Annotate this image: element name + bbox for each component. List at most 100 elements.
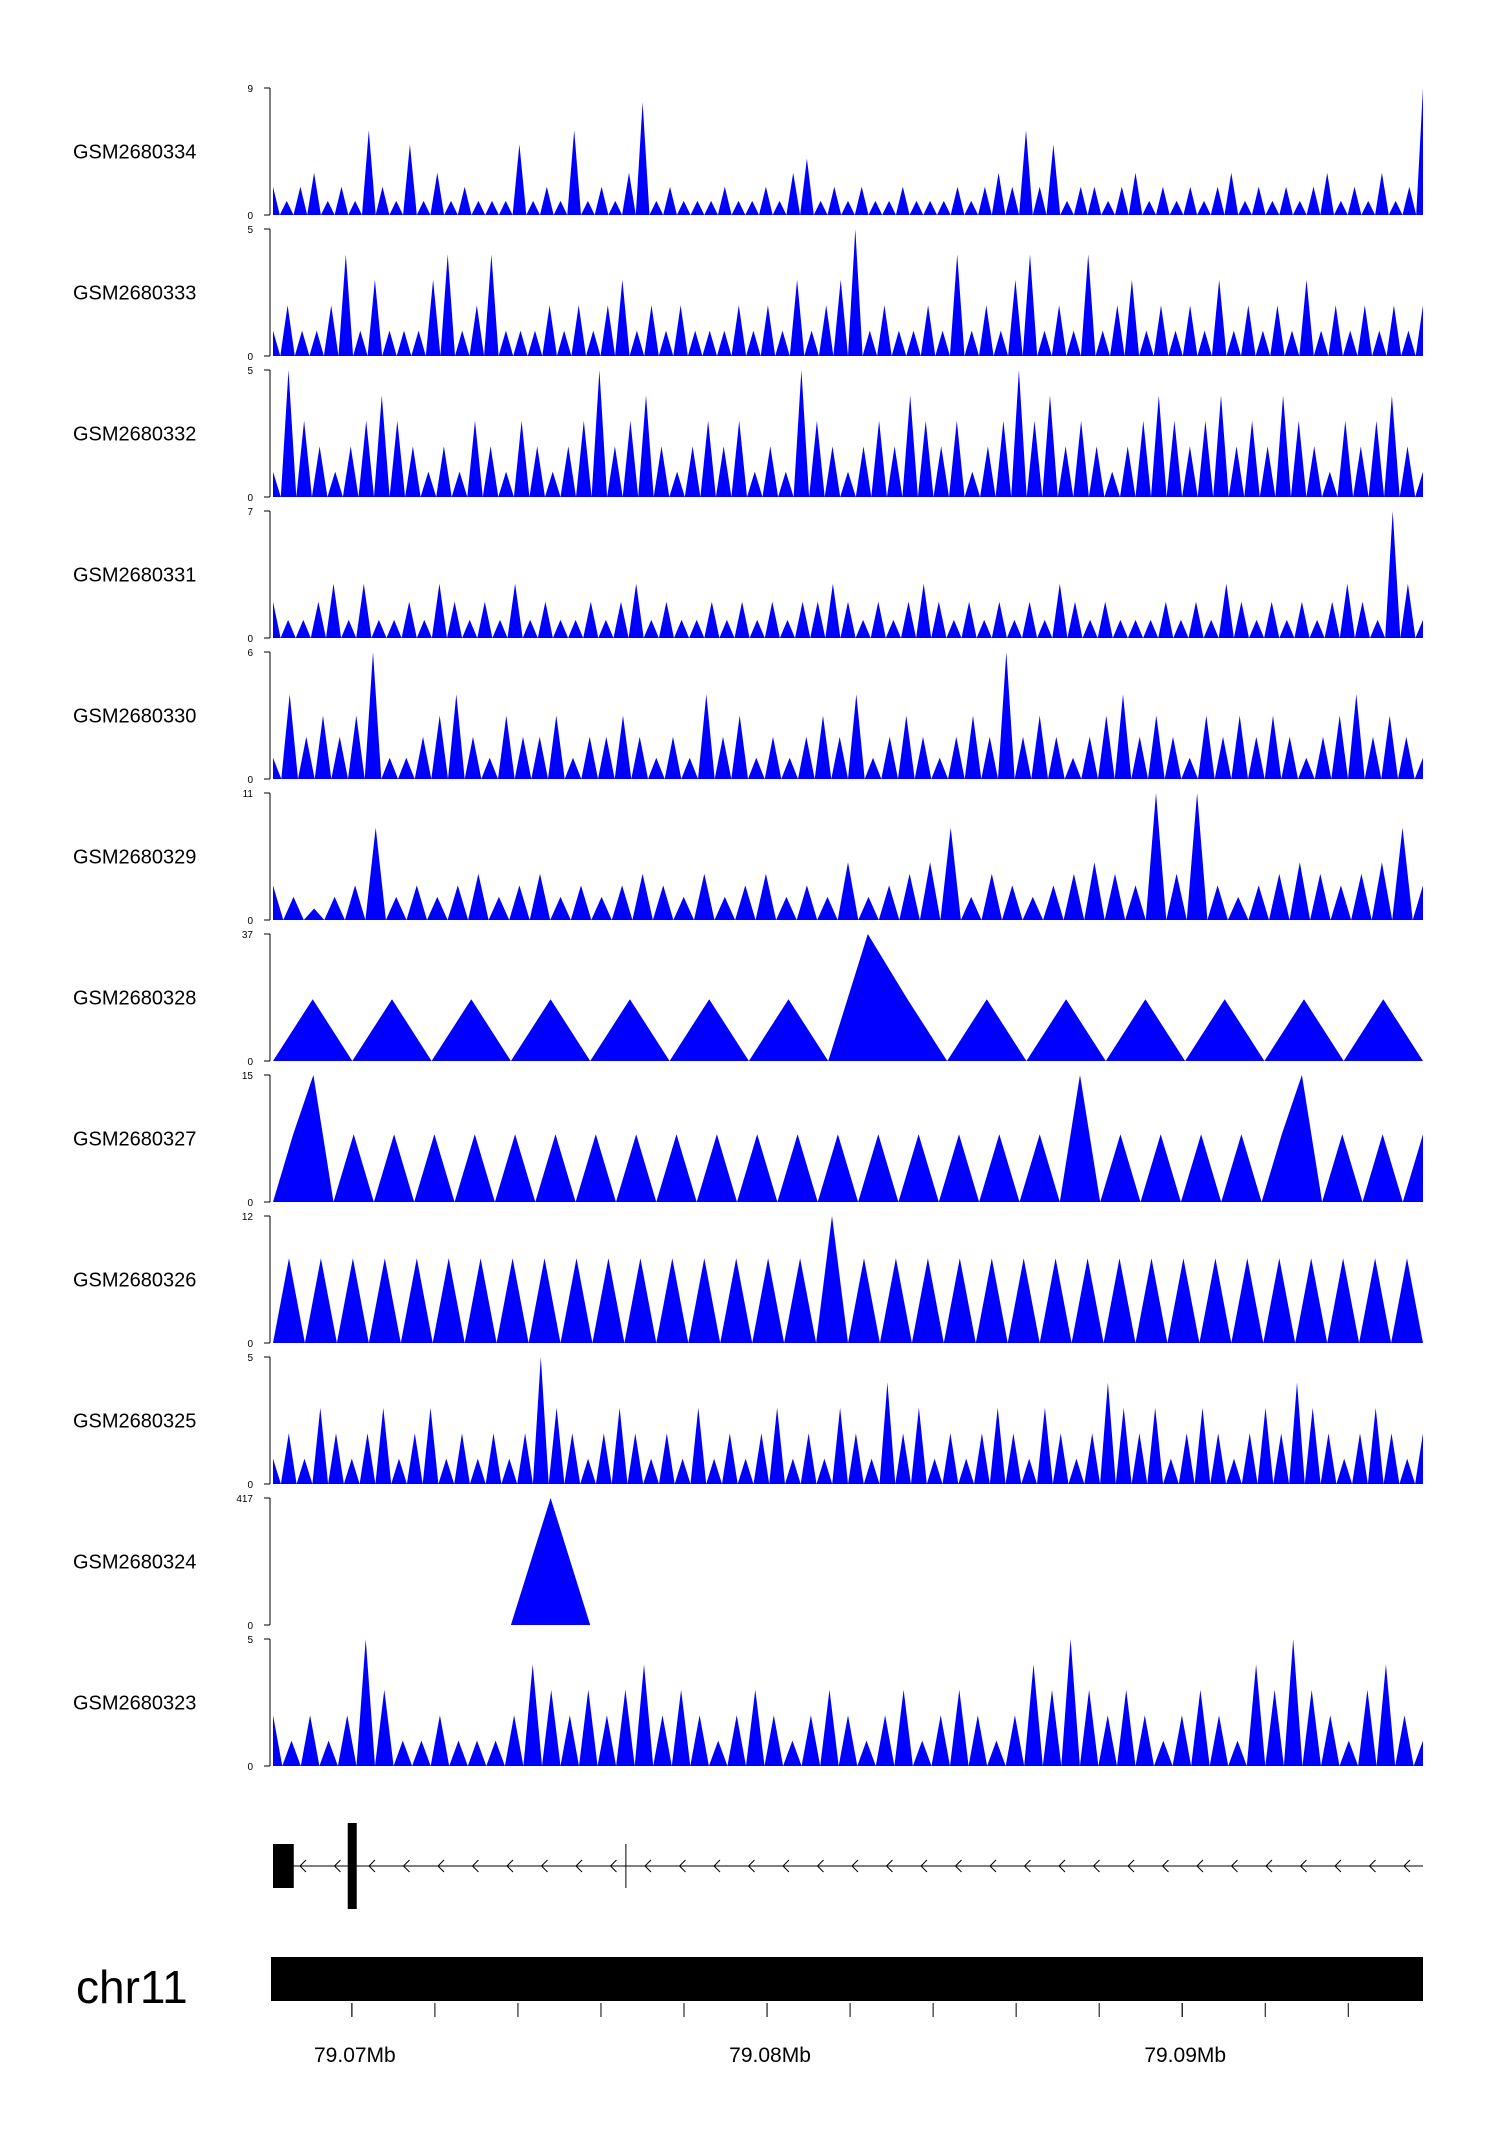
track-label: GSM2680334 (73, 142, 196, 164)
strand-arrow (954, 1859, 962, 1873)
strand-arrow (540, 1859, 548, 1873)
genomic-axis: 79.07Mb 79.08Mb 79.09Mb (314, 2003, 1349, 2067)
track-label: GSM2680329 (73, 847, 196, 869)
coverage-area (273, 88, 1423, 215)
gene-exon (273, 1844, 294, 1888)
track-label: GSM2680331 (73, 565, 196, 587)
y-tick-zero-label: 0 (247, 916, 253, 927)
strand-arrow (1230, 1859, 1238, 1873)
strand-arrow (920, 1859, 928, 1873)
gene-exon (347, 1823, 357, 1909)
coverage-area (273, 229, 1423, 356)
chromosome-bar (271, 1957, 1423, 2001)
track-GSM2680325: 5 0 GSM2680325 (73, 1353, 1423, 1491)
y-tick-max-label: 417 (236, 1494, 253, 1505)
coverage-area (273, 370, 1423, 497)
strand-arrow (575, 1859, 583, 1873)
coverage-area (273, 1639, 1423, 1766)
track-label: GSM2680325 (73, 1411, 196, 1433)
y-tick-zero-label: 0 (247, 493, 253, 504)
strand-arrow (1403, 1859, 1411, 1873)
strand-arrow (333, 1859, 341, 1873)
strand-arrow (1023, 1859, 1031, 1873)
strand-arrow (851, 1859, 859, 1873)
y-tick-max-label: 7 (247, 507, 253, 518)
x-tick-label: 79.09Mb (1144, 2044, 1226, 2067)
track-GSM2680328: 37 0 GSM2680328 (73, 930, 1423, 1068)
strand-arrow (1299, 1859, 1307, 1873)
y-tick-zero-label: 0 (247, 1198, 253, 1209)
coverage-area (273, 1216, 1423, 1343)
track-GSM2680333: 5 0 GSM2680333 (73, 225, 1423, 363)
y-tick-max-label: 5 (247, 1635, 253, 1646)
strand-arrow (678, 1859, 686, 1873)
strand-arrow (713, 1859, 721, 1873)
track-GSM2680326: 12 0 GSM2680326 (73, 1212, 1423, 1350)
x-tick-label: 79.08Mb (729, 2044, 811, 2067)
y-tick-max-label: 6 (247, 648, 253, 659)
chromosome-label: chr11 (76, 1961, 188, 2013)
y-tick-max-label: 5 (247, 225, 253, 236)
coverage-area (273, 1075, 1423, 1202)
strand-arrow (1092, 1859, 1100, 1873)
y-tick-max-label: 37 (242, 930, 254, 941)
coverage-area (273, 934, 1423, 1061)
strand-arrow (1334, 1859, 1342, 1873)
strand-arrow (1196, 1859, 1204, 1873)
track-label: GSM2680330 (73, 706, 196, 728)
strand-arrow (1161, 1859, 1169, 1873)
y-tick-zero-label: 0 (247, 1480, 253, 1491)
track-label: GSM2680328 (73, 988, 196, 1010)
strand-arrow (885, 1859, 893, 1873)
strand-arrow (816, 1859, 824, 1873)
track-label: GSM2680333 (73, 283, 196, 305)
track-GSM2680330: 6 0 GSM2680330 (73, 648, 1423, 786)
strand-arrow (782, 1859, 790, 1873)
y-tick-max-label: 11 (243, 789, 254, 800)
strand-arrow (1127, 1859, 1135, 1873)
strand-arrow (402, 1859, 410, 1873)
track-GSM2680332: 5 0 GSM2680332 (73, 366, 1423, 504)
y-tick-zero-label: 0 (247, 775, 253, 786)
coverage-area (273, 511, 1423, 638)
coverage-area (273, 1357, 1423, 1484)
strand-arrow (1058, 1859, 1066, 1873)
coverage-tracks: 9 0 GSM2680334 5 0 GSM2680333 5 0 GSM2680332 7 0 GS… (73, 84, 1423, 1773)
strand-arrow (1265, 1859, 1273, 1873)
track-GSM2680331: 7 0 GSM2680331 (73, 507, 1423, 645)
y-tick-zero-label: 0 (247, 634, 253, 645)
coverage-area (273, 1498, 1423, 1625)
x-tick-label: 79.07Mb (314, 2044, 396, 2067)
y-tick-zero-label: 0 (247, 211, 253, 222)
track-GSM2680324: 417 0 GSM2680324 (73, 1494, 1423, 1632)
chromosome-ideogram: chr11 (76, 1957, 1423, 2013)
y-tick-zero-label: 0 (247, 1339, 253, 1350)
y-tick-max-label: 15 (242, 1071, 254, 1082)
track-label: GSM2680327 (73, 1129, 196, 1151)
y-tick-zero-label: 0 (247, 352, 253, 363)
y-tick-max-label: 9 (247, 84, 253, 95)
coverage-area (273, 652, 1423, 779)
y-tick-zero-label: 0 (247, 1057, 253, 1068)
gene-model (273, 1823, 1423, 1909)
coverage-area (273, 793, 1423, 920)
strand-arrow (609, 1859, 617, 1873)
strand-arrow (299, 1859, 307, 1873)
strand-arrow (437, 1859, 445, 1873)
strand-arrow (506, 1859, 514, 1873)
y-tick-zero-label: 0 (247, 1762, 253, 1773)
y-tick-max-label: 5 (247, 366, 253, 377)
y-tick-zero-label: 0 (247, 1621, 253, 1632)
track-label: GSM2680332 (73, 424, 196, 446)
strand-arrow (989, 1859, 997, 1873)
strand-arrow (1368, 1859, 1376, 1873)
track-label: GSM2680323 (73, 1693, 196, 1715)
track-GSM2680329: 11 0 GSM2680329 (73, 789, 1423, 927)
y-tick-max-label: 5 (247, 1353, 253, 1364)
track-label: GSM2680324 (73, 1552, 196, 1574)
track-GSM2680323: 5 0 GSM2680323 (73, 1635, 1423, 1773)
y-tick-max-label: 12 (242, 1212, 254, 1223)
strand-arrow (368, 1859, 376, 1873)
strand-arrow (644, 1859, 652, 1873)
